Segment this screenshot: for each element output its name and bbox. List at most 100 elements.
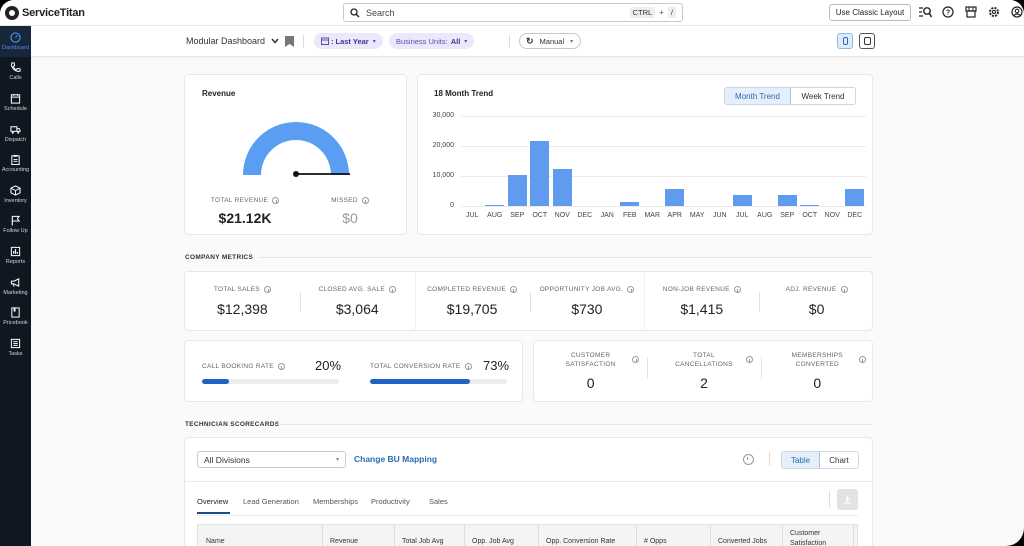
info-icon[interactable] (733, 285, 741, 293)
store-icon[interactable] (964, 5, 978, 19)
metric-total-sales: TOTAL SALES $12,398 (185, 272, 300, 330)
chart-bar[interactable] (507, 175, 527, 206)
month-trend-button[interactable]: Month Trend (725, 88, 791, 104)
bookmark-icon[interactable] (285, 36, 294, 47)
sidebar-item-dashboard[interactable]: Dashboard (0, 26, 31, 57)
search-list-icon[interactable] (918, 5, 932, 19)
call-booking-progress (202, 379, 339, 384)
tab-sales[interactable]: Sales (429, 497, 448, 506)
tab-productivity[interactable]: Productivity (371, 497, 410, 506)
metric-label: OPPORTUNITY JOB AVG. (539, 285, 624, 293)
tab-memberships[interactable]: Memberships (313, 497, 359, 506)
column-header[interactable]: # Opps (644, 538, 667, 545)
table-view-button[interactable]: Table (782, 452, 821, 468)
x-tick-label: APR (667, 212, 682, 219)
megaphone-icon (10, 277, 20, 287)
sidebar-item-marketing[interactable]: Marketing (0, 271, 31, 302)
chart-bar[interactable] (665, 188, 685, 206)
calendar-icon (321, 37, 329, 45)
logo[interactable]: ServiceTitan (5, 5, 85, 20)
trend-toggle: Month Trend Week Trend (724, 87, 856, 105)
metric-adj-revenue: ADJ. REVENUE $0 (759, 272, 874, 330)
chart-bar[interactable] (552, 169, 572, 206)
revenue-title: Revenue (202, 89, 236, 98)
column-header[interactable]: Revenue (330, 538, 359, 545)
sidebar-item-label: Schedule (4, 105, 27, 112)
chart-bar[interactable] (530, 140, 550, 206)
metric-value: 2 (700, 375, 708, 392)
y-tick-label: 0 (450, 202, 454, 209)
help-icon[interactable]: ? (941, 5, 955, 19)
x-tick-label: NOV (554, 212, 570, 219)
tab-overview[interactable]: Overview (197, 497, 229, 506)
info-icon[interactable] (743, 454, 754, 465)
tab-lead-generation[interactable]: Lead Generation (243, 497, 299, 506)
layout-wide-button[interactable] (859, 33, 875, 49)
sidebar-item-follow-up[interactable]: Follow Up (0, 210, 31, 241)
metric-memberships-converted: MEMBERSHIPS CONVERTED 0 (761, 341, 874, 401)
chart-bar[interactable] (620, 201, 640, 206)
info-icon[interactable] (858, 356, 866, 363)
sidebar-item-inventory[interactable]: Inventory (0, 179, 31, 210)
date-range-filter[interactable]: : Last Year ▾ (314, 33, 383, 49)
info-icon[interactable] (840, 285, 848, 293)
chart-bar[interactable] (732, 195, 752, 206)
metric-opportunity-job-avg-: OPPORTUNITY JOB AVG. $730 (530, 272, 645, 330)
info-icon[interactable] (361, 197, 369, 204)
missed-revenue-value: $0 (342, 210, 358, 226)
column-header[interactable]: Converted Jobs (718, 538, 768, 545)
refresh-mode-select[interactable]: ↻ Manual ▾ (519, 33, 581, 49)
grid-line (461, 146, 866, 147)
business-units-filter[interactable]: Business Units: All ▾ (389, 33, 475, 49)
sidebar-item-accounting[interactable]: Accounting (0, 148, 31, 179)
x-tick-label: JUL (466, 212, 479, 219)
column-header[interactable]: Opp. Conversion Rate (546, 538, 616, 545)
export-button[interactable] (837, 489, 858, 510)
call-booking-rate-label: CALL BOOKING RATE (202, 363, 285, 370)
info-icon[interactable] (509, 285, 517, 293)
trend-card: 18 Month Trend Month Trend Week Trend 30… (417, 74, 873, 235)
metric-value: $0 (808, 300, 825, 317)
column-header[interactable]: Opp. Job Avg (472, 538, 514, 545)
search-input[interactable]: Search CTRL + / (343, 3, 683, 22)
chart-view-button[interactable]: Chart (820, 452, 858, 468)
sidebar-item-reports[interactable]: Reports (0, 240, 31, 271)
column-header[interactable]: Total Job Avg (402, 538, 444, 545)
metric-label: CUSTOMER SATISFACTION (565, 351, 616, 368)
metric-completed-revenue: COMPLETED REVENUE $19,705 (415, 272, 530, 330)
dashboard-selector[interactable]: Modular Dashboard (186, 36, 279, 46)
change-bu-mapping-link[interactable]: Change BU Mapping (354, 454, 438, 464)
chart-bar[interactable] (485, 204, 505, 206)
info-icon[interactable] (264, 285, 271, 293)
sidebar-item-label: Accounting (1, 167, 30, 174)
chart-bar[interactable] (777, 195, 797, 206)
sidebar-item-pricebook[interactable]: Pricebook (0, 301, 31, 332)
info-icon[interactable] (272, 197, 280, 204)
chart-bar[interactable] (800, 205, 820, 207)
chart-bar[interactable] (845, 188, 865, 206)
info-icon[interactable] (277, 363, 285, 370)
info-icon[interactable] (388, 285, 396, 293)
top-bar: ServiceTitan Search CTRL + / Use Classic… (0, 0, 1024, 26)
column-header[interactable]: Customer Satisfaction (790, 530, 827, 546)
info-icon[interactable] (627, 285, 635, 293)
week-trend-button[interactable]: Week Trend (791, 88, 855, 104)
metric-value: $1,415 (680, 300, 724, 317)
column-header[interactable]: Name (206, 538, 225, 545)
divisions-select[interactable]: All Divisions ▾ (197, 451, 346, 468)
info-icon[interactable] (745, 356, 753, 363)
sidebar-item-schedule[interactable]: Schedule (0, 87, 31, 118)
info-icon[interactable] (632, 356, 640, 363)
sidebar-item-tasks[interactable]: Tasks (0, 332, 31, 363)
refresh-mode-value: Manual (539, 36, 565, 46)
sidebar-item-calls[interactable]: Calls (0, 57, 31, 88)
user-icon[interactable] (1010, 5, 1024, 19)
info-icon[interactable] (464, 363, 472, 370)
settings-icon[interactable] (987, 5, 1001, 19)
rates-card: CALL BOOKING RATE 20% TOTAL CONVERSION R… (184, 340, 523, 402)
sidebar-item-dispatch[interactable]: Dispatch (0, 118, 31, 149)
date-filter-prefix: : (331, 36, 334, 46)
bu-filter-value: All (450, 36, 461, 46)
layout-compact-button[interactable] (837, 33, 853, 49)
use-classic-layout-button[interactable]: Use Classic Layout (829, 4, 911, 21)
